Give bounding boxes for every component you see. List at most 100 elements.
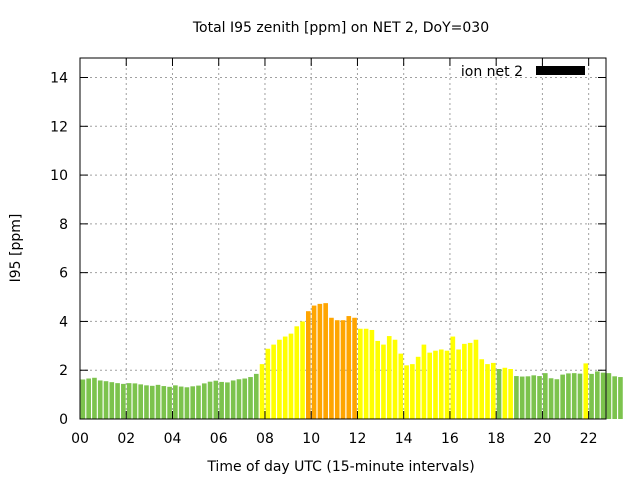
bar: [415, 356, 421, 419]
bar: [606, 373, 612, 419]
bar: [282, 336, 288, 419]
bar: [173, 385, 178, 419]
bar: [369, 329, 375, 419]
bar: [248, 377, 253, 419]
bar: [542, 373, 548, 419]
bar: [190, 386, 196, 419]
bar: [155, 384, 161, 419]
bar: [178, 386, 184, 419]
bar: [161, 386, 167, 419]
bar: [288, 333, 294, 419]
bar: [259, 364, 265, 419]
bar: [381, 344, 386, 419]
bar: [201, 383, 207, 419]
y-tick-label: 4: [59, 314, 68, 330]
bar: [306, 311, 311, 419]
x-tick-label: 04: [164, 431, 182, 447]
bar: [450, 336, 456, 419]
x-tick-label: 16: [441, 431, 459, 447]
bar: [537, 376, 542, 419]
y-axis: 0 2 4 6 8 10 12 14: [50, 71, 606, 428]
bar: [583, 363, 589, 419]
bar: [184, 387, 190, 419]
bar: [404, 365, 409, 419]
legend: ion net 2: [461, 64, 585, 80]
legend-label: ion net 2: [461, 64, 523, 80]
bar: [149, 385, 155, 419]
bar: [144, 385, 149, 419]
bar: [410, 364, 415, 419]
y-tick-label: 12: [50, 119, 68, 135]
bars: [80, 303, 623, 419]
bar: [438, 349, 444, 419]
bar: [421, 344, 427, 419]
y-tick-label: 0: [59, 412, 68, 428]
bar: [519, 376, 525, 419]
bar: [225, 382, 230, 419]
bar: [433, 350, 438, 419]
bar: [265, 348, 271, 419]
bar: [392, 339, 398, 419]
bar: [329, 317, 334, 419]
bar: [375, 340, 380, 419]
bar: [485, 364, 490, 419]
x-tick-label: 10: [302, 431, 320, 447]
bar: [167, 386, 172, 419]
bar: [207, 381, 213, 419]
bar: [600, 372, 606, 419]
bar: [490, 362, 496, 419]
bar: [121, 383, 126, 419]
bar: [612, 376, 617, 419]
x-tick-label: 08: [256, 431, 274, 447]
x-tick-label: 00: [71, 431, 89, 447]
x-tick-label: 02: [117, 431, 135, 447]
grid: [80, 58, 606, 419]
bar: [363, 328, 369, 419]
bar: [595, 371, 600, 419]
bar: [554, 379, 560, 419]
bar: [323, 303, 328, 419]
bar: [386, 336, 392, 419]
bar: [467, 342, 473, 419]
bar: [236, 379, 242, 419]
bar: [80, 379, 86, 419]
bar: [346, 316, 352, 419]
chart-title: Total I95 zenith [ppm] on NET 2, DoY=030: [192, 20, 489, 36]
bar: [230, 380, 236, 419]
bar: [311, 305, 317, 419]
x-tick-label: 22: [580, 431, 598, 447]
bar: [300, 321, 305, 419]
y-tick-label: 10: [50, 168, 68, 184]
bar: [126, 383, 132, 419]
bar: [92, 377, 97, 419]
y-tick-label: 2: [59, 363, 68, 379]
bar: [132, 383, 138, 419]
y-tick-label: 6: [59, 266, 68, 282]
bar: [427, 352, 433, 419]
bar: [334, 320, 340, 419]
bar: [294, 326, 300, 419]
x-tick-label: 12: [349, 431, 367, 447]
bar: [317, 303, 323, 419]
bar: [589, 373, 594, 419]
bar: [86, 378, 91, 419]
y-tick-label: 14: [50, 71, 68, 87]
bar: [514, 376, 519, 419]
bar: [508, 368, 513, 419]
x-tick-label: 06: [210, 431, 228, 447]
bar: [525, 376, 531, 419]
bar: [531, 375, 537, 419]
bar: [358, 328, 363, 419]
bar: [566, 373, 571, 419]
y-axis-label: I95 [ppm]: [8, 214, 24, 283]
x-axis: 00 02 04 06 08 10 12 14 16 18 20 22: [71, 58, 598, 447]
bar: [560, 374, 565, 419]
x-tick-label: 20: [534, 431, 552, 447]
bar: [473, 339, 479, 419]
x-tick-label: 14: [395, 431, 413, 447]
bar: [219, 381, 224, 419]
legend-swatch: [536, 66, 585, 75]
bar: [577, 373, 583, 419]
x-tick-label: 18: [487, 431, 505, 447]
bar: [138, 384, 144, 419]
